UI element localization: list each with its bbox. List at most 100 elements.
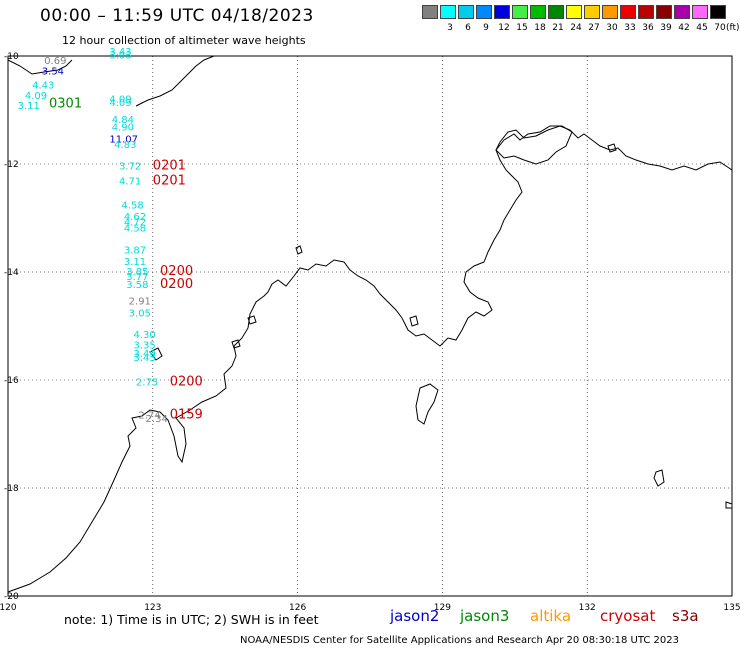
scale-label: 9 bbox=[483, 23, 489, 33]
scale-swatch bbox=[638, 5, 654, 19]
pass-time-label: 0201 bbox=[153, 174, 186, 189]
wave-height-value: 2.34 bbox=[146, 414, 168, 425]
scale-swatch bbox=[440, 5, 456, 19]
lat-lon-grid bbox=[8, 56, 732, 596]
latitude-labels: -10 -12 -14 -16 -18 -20 bbox=[4, 52, 19, 602]
scale-label: 6 bbox=[465, 23, 471, 33]
scale-label: 30 bbox=[606, 23, 618, 33]
scale-swatch bbox=[692, 5, 708, 19]
latitude-label: -16 bbox=[4, 376, 19, 386]
satellite-cryosat-label: cryosat bbox=[600, 607, 656, 625]
scale-swatch bbox=[422, 5, 438, 19]
scale-label: 27 bbox=[588, 23, 600, 33]
scale-swatch bbox=[674, 5, 690, 19]
coastline-segment bbox=[231, 339, 241, 349]
coastline-segment bbox=[415, 383, 439, 425]
scale-swatch bbox=[566, 5, 582, 19]
wave-height-observations: 0.693.433.033.544.434.093.114.094.094.84… bbox=[18, 47, 168, 425]
wave-height-value: 4.30 bbox=[133, 330, 155, 341]
longitude-label: 135 bbox=[723, 603, 740, 613]
longitude-labels: 120 123 126 129 132 135 bbox=[0, 603, 740, 613]
scale-swatch bbox=[494, 5, 510, 19]
latitude-label: -20 bbox=[4, 592, 19, 602]
satellite-jason2-label: jason2 bbox=[390, 607, 440, 625]
wave-height-value: 3.49 bbox=[133, 349, 155, 360]
pass-time-label: 0159 bbox=[170, 407, 203, 422]
map-border bbox=[7, 55, 733, 597]
wave-height-value: 3.11 bbox=[124, 257, 146, 268]
scale-label: 12 bbox=[498, 23, 510, 33]
wave-height-value: 3.54 bbox=[42, 66, 64, 77]
scale-swatch bbox=[584, 5, 600, 19]
wave-height-value: 4.84 bbox=[112, 115, 134, 126]
wave-height-value: 4.90 bbox=[112, 123, 134, 134]
wave-height-value: 11.07 bbox=[109, 134, 138, 145]
longitude-label: 120 bbox=[0, 603, 17, 613]
coastline-segment bbox=[149, 347, 163, 361]
longitude-label: 129 bbox=[434, 603, 451, 613]
longitude-label: 126 bbox=[289, 603, 306, 613]
coastline-segment bbox=[607, 143, 617, 153]
scale-label: 15 bbox=[516, 23, 528, 33]
longitude-label: 132 bbox=[579, 603, 596, 613]
coastline-segment bbox=[7, 125, 733, 593]
pass-time-label: 0200 bbox=[170, 374, 203, 389]
scale-swatch bbox=[548, 5, 564, 19]
scale-label: 33 bbox=[624, 23, 636, 33]
latitude-label: -12 bbox=[4, 160, 19, 170]
coastline-segment bbox=[725, 501, 733, 509]
wave-height-value: 2.91 bbox=[129, 296, 151, 307]
wave-height-value: 4.62 bbox=[124, 212, 146, 223]
wave-height-value: 3.11 bbox=[18, 101, 40, 112]
wave-height-value: 4.09 bbox=[25, 91, 47, 102]
scale-swatch bbox=[476, 5, 492, 19]
wave-height-value: 4.71 bbox=[119, 177, 141, 188]
coastline-segment bbox=[7, 59, 73, 75]
wave-height-value: 4.09 bbox=[109, 98, 131, 109]
scale-label: 3 bbox=[447, 23, 453, 33]
wave-height-value: 4.09 bbox=[109, 94, 131, 105]
scale-swatch bbox=[656, 5, 672, 19]
scale-label: 21 bbox=[552, 23, 564, 33]
scale-unit: (ft) bbox=[726, 23, 740, 33]
wave-height-value: 2.75 bbox=[136, 377, 158, 388]
wave-height-value: 3.05 bbox=[129, 308, 151, 319]
map-frame bbox=[7, 55, 733, 597]
scale-label: 18 bbox=[534, 23, 546, 33]
satellite-jason3-label: jason3 bbox=[460, 607, 510, 625]
wave-height-value: 4.58 bbox=[124, 224, 146, 235]
scale-swatch bbox=[620, 5, 636, 19]
scale-swatch bbox=[710, 5, 726, 19]
map-title: 00:00 – 11:59 UTC 04/18/2023 bbox=[40, 6, 314, 26]
wave-height-value: 3.03 bbox=[109, 51, 131, 62]
coastline-segment bbox=[653, 469, 665, 487]
scale-label: 24 bbox=[570, 23, 582, 33]
wave-height-value: 0.69 bbox=[44, 56, 66, 67]
satellite-s3a-label: s3a bbox=[672, 607, 699, 625]
credit-line: NOAA/NESDIS Center for Satellite Applica… bbox=[240, 635, 679, 646]
wave-height-value: 4.72 bbox=[124, 218, 146, 229]
scale-swatch bbox=[530, 5, 546, 19]
coastline-segment bbox=[409, 315, 419, 327]
scale-label: 36 bbox=[642, 23, 654, 33]
pass-time-label: 0201 bbox=[153, 158, 186, 173]
wave-height-value: 3.43 bbox=[133, 353, 155, 364]
pass-time-label: 0301 bbox=[49, 96, 82, 111]
latitude-label: -14 bbox=[4, 268, 19, 278]
scale-swatch bbox=[602, 5, 618, 19]
coastline-segment bbox=[135, 55, 215, 107]
wave-height-value: 3.72 bbox=[119, 161, 141, 172]
coastline bbox=[7, 55, 733, 593]
satellite-altika-label: altika bbox=[530, 607, 572, 625]
pass-time-label: 0200 bbox=[160, 264, 193, 279]
longitude-label: 123 bbox=[144, 603, 161, 613]
pass-time-label: 0200 bbox=[160, 277, 193, 292]
latitude-label: -10 bbox=[4, 52, 19, 62]
scale-label: 42 bbox=[678, 23, 690, 33]
map-subtitle: 12 hour collection of altimeter wave hei… bbox=[62, 34, 306, 47]
wave-height-value: 4.43 bbox=[32, 80, 54, 91]
wave-height-value: 3.43 bbox=[109, 47, 131, 58]
wave-height-value: 3.85 bbox=[126, 267, 148, 278]
